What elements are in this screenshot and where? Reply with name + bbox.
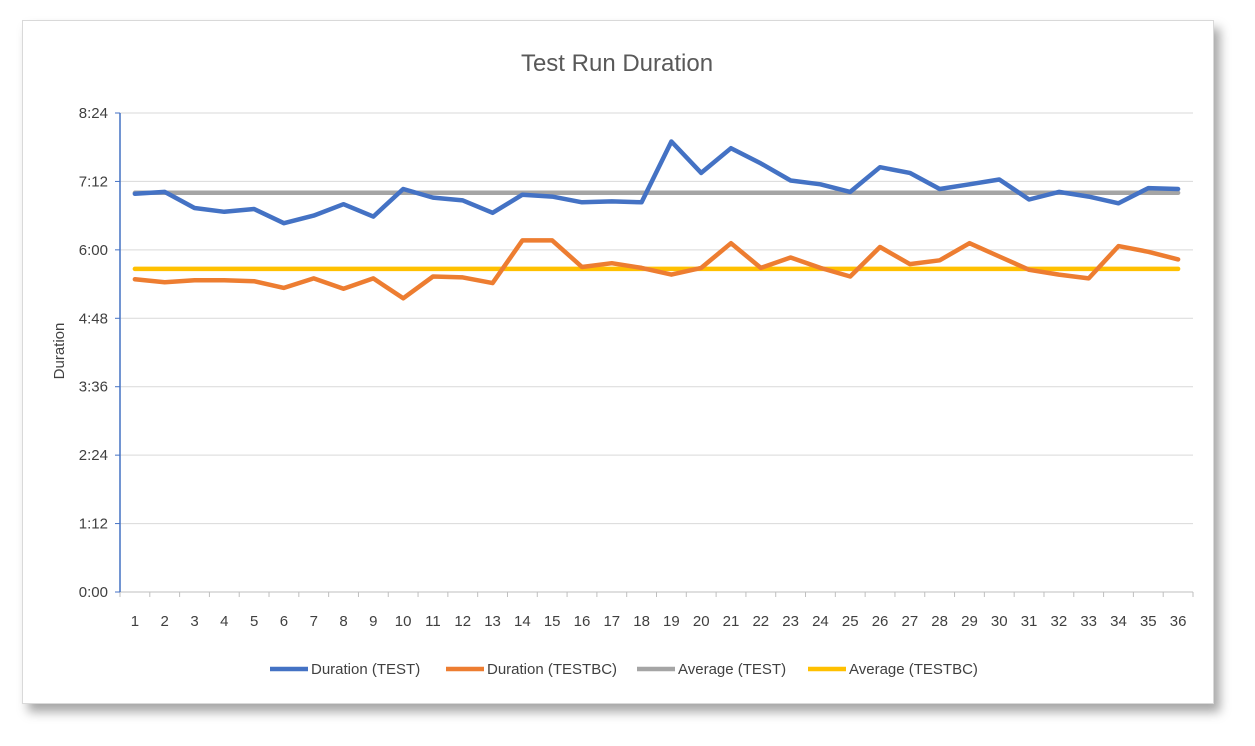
legend-label: Duration (TESTBC) xyxy=(487,661,617,678)
y-tick-label: 7:12 xyxy=(79,173,108,190)
x-tick-label: 19 xyxy=(663,613,680,630)
x-tick-label: 36 xyxy=(1170,613,1187,630)
y-tick-label: 2:24 xyxy=(79,447,108,464)
y-tick-label: 4:48 xyxy=(79,310,108,327)
x-tick-label: 1 xyxy=(131,613,139,630)
x-tick-label: 26 xyxy=(872,613,889,630)
x-tick-label: 30 xyxy=(991,613,1008,630)
x-tick-label: 17 xyxy=(603,613,620,630)
x-tick-label: 4 xyxy=(220,613,228,630)
x-tick-label: 34 xyxy=(1110,613,1127,630)
x-tick-label: 5 xyxy=(250,613,258,630)
x-tick-label: 33 xyxy=(1080,613,1097,630)
y-tick-label: 8:24 xyxy=(79,105,108,122)
x-tick-label: 16 xyxy=(574,613,591,630)
x-tick-label: 12 xyxy=(454,613,471,630)
x-tick-label: 20 xyxy=(693,613,710,630)
legend-label: Average (TESTBC) xyxy=(849,661,978,678)
series-line-1 xyxy=(132,238,1181,301)
x-tick-label: 27 xyxy=(902,613,919,630)
y-tick-label: 1:12 xyxy=(79,516,108,533)
x-tick-labels: 1 2 3 4 5 6 7 8 9 10 11 12 13 14 15 16 17 18 19 20 21 22 23 24 2… xyxy=(131,613,1187,630)
x-tick-label: 3 xyxy=(190,613,198,630)
x-tick-label: 25 xyxy=(842,613,859,630)
series-lines xyxy=(132,139,1181,301)
series-line-0 xyxy=(132,139,1181,226)
legend-label: Average (TEST) xyxy=(678,661,786,678)
x-tick-label: 32 xyxy=(1051,613,1068,630)
x-tick-label: 21 xyxy=(723,613,740,630)
y-tick-labels: 0:00 1:12 2:24 3:36 4:48 6:00 7:12 8:24 xyxy=(79,105,108,601)
x-tick-label: 7 xyxy=(310,613,318,630)
x-tick-label: 23 xyxy=(782,613,799,630)
chart-title: Test Run Duration xyxy=(521,50,713,77)
axes xyxy=(115,112,1194,597)
x-tick-label: 8 xyxy=(339,613,347,630)
x-tick-label: 28 xyxy=(931,613,948,630)
x-tick-label: 6 xyxy=(280,613,288,630)
x-tick-label: 29 xyxy=(961,613,978,630)
y-tick-label: 0:00 xyxy=(79,584,108,601)
gridlines xyxy=(120,112,1193,525)
x-tick-label: 22 xyxy=(752,613,769,630)
x-tick-label: 31 xyxy=(1021,613,1038,630)
x-tick-label: 10 xyxy=(395,613,412,630)
chart-frame: Test Run Duration 0:00 1:12 2:24 3:36 4:48 6:… xyxy=(22,20,1214,704)
legend-label: Duration (TEST) xyxy=(311,661,420,678)
x-tick-label: 2 xyxy=(161,613,169,630)
x-tick-label: 9 xyxy=(369,613,377,630)
line-chart: Test Run Duration 0:00 1:12 2:24 3:36 4:48 6:… xyxy=(51,50,1194,678)
x-tick-label: 18 xyxy=(633,613,650,630)
x-tick-label: 15 xyxy=(544,613,561,630)
x-tick-label: 14 xyxy=(514,613,531,630)
x-tick-label: 11 xyxy=(425,613,441,630)
legend: Duration (TEST) Duration (TESTBC) Average … xyxy=(270,661,978,678)
y-tick-label: 6:00 xyxy=(79,242,108,259)
x-tick-label: 13 xyxy=(484,613,501,630)
y-axis-title: Duration xyxy=(51,323,68,380)
x-tick-label: 24 xyxy=(812,613,829,630)
x-tick-label: 35 xyxy=(1140,613,1157,630)
y-tick-label: 3:36 xyxy=(79,379,108,396)
